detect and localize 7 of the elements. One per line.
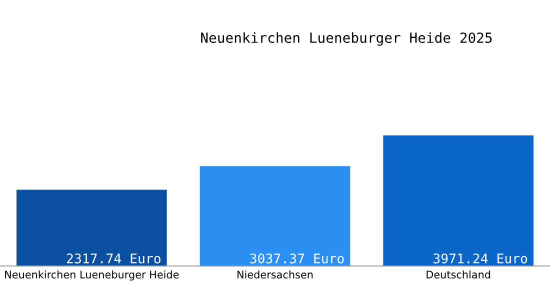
- x-tick-label: Niedersachsen: [238, 270, 313, 279]
- chart-title: Neuenkirchen Lueneburger Heide 2025: [201, 32, 492, 46]
- x-tick-label: Deutschland: [426, 270, 490, 279]
- x-tick-label: Neuenkirchen Lueneburger Heide: [5, 270, 179, 281]
- data-label: 3971.24 Euro: [434, 253, 528, 264]
- data-label: 3037.37 Euro: [250, 253, 344, 264]
- data-label: 2317.74 Euro: [66, 253, 160, 264]
